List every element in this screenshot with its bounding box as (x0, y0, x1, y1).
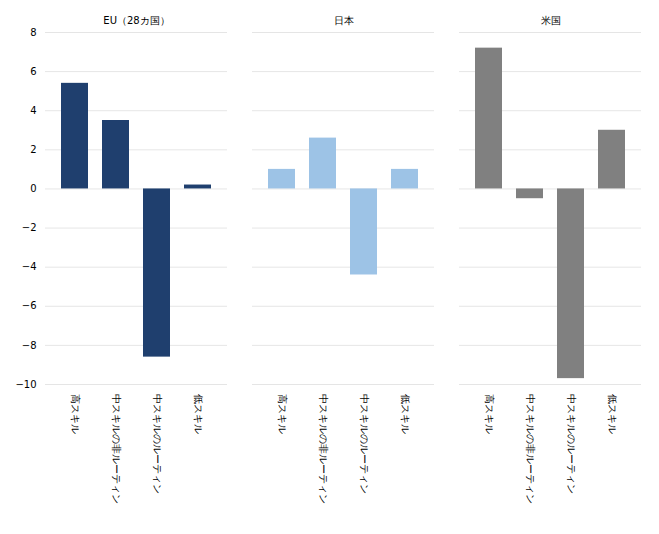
svg-text:中スキルのルーティン: 中スキルのルーティン (359, 394, 370, 494)
svg-text:中スキルの非ルーティン: 中スキルの非ルーティン (525, 394, 536, 504)
svg-text:高スキル: 高スキル (484, 394, 495, 434)
svg-text:−2: −2 (22, 222, 37, 233)
svg-text:高スキル: 高スキル (277, 394, 288, 434)
svg-text:低スキル: 低スキル (607, 394, 618, 434)
svg-text:日本: 日本 (334, 15, 354, 26)
svg-text:中スキルのルーティン: 中スキルのルーティン (566, 394, 577, 494)
svg-text:中スキルの非ルーティン: 中スキルの非ルーティン (111, 394, 122, 504)
svg-text:中スキルのルーティン: 中スキルのルーティン (152, 394, 163, 494)
svg-text:−10: −10 (15, 379, 36, 390)
svg-text:米国: 米国 (541, 15, 561, 26)
svg-text:0: 0 (30, 183, 36, 194)
svg-text:低スキル: 低スキル (400, 394, 411, 434)
svg-text:高スキル: 高スキル (70, 394, 81, 434)
svg-text:8: 8 (30, 27, 36, 38)
svg-text:4: 4 (30, 105, 36, 116)
svg-text:低スキル: 低スキル (193, 394, 204, 434)
svg-text:中スキルの非ルーティン: 中スキルの非ルーティン (318, 394, 329, 504)
svg-text:EU（28カ国）: EU（28カ国） (103, 15, 169, 26)
svg-text:−6: −6 (22, 300, 37, 311)
svg-text:−4: −4 (22, 261, 37, 272)
svg-text:2: 2 (30, 144, 36, 155)
svg-text:6: 6 (30, 66, 36, 77)
svg-text:−8: −8 (22, 340, 37, 351)
